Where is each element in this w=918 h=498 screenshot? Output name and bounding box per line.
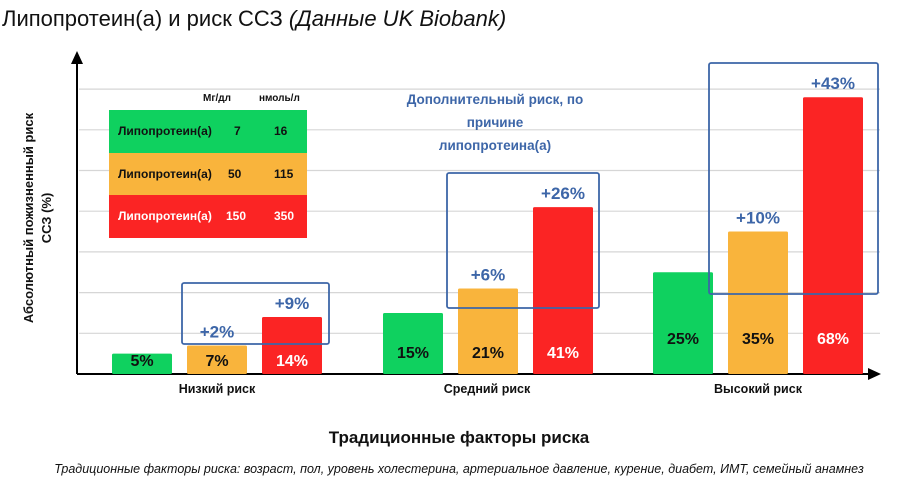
bar-value-label: 41% [547,345,579,362]
legend-nmol: 350 [274,209,295,224]
increment-box [708,62,879,295]
bar [262,317,322,374]
bar [728,231,788,374]
x-axis-label: Традиционные факторы риска [328,428,590,447]
category-label: Средний риск [443,382,531,396]
legend-row: Липопротеин(а) 7 16 [109,110,307,153]
bar-value-label: 21% [472,345,504,362]
legend-label: Липопротеин(а) [118,166,212,181]
bar [458,288,518,374]
legend-mg: 7 [234,124,241,139]
bar [383,312,443,374]
increment-label: +6% [471,266,506,285]
legend-row: Липопротеин(а) 50 115 [109,152,307,195]
bar-value-label: 15% [397,345,429,362]
legend-label: Липопротеин(а) [118,124,212,139]
category-label: Низкий риск [178,382,256,396]
header-mg: Мг/дл [203,93,231,104]
category-label: Высокий риск [714,382,802,396]
bar [653,272,713,374]
bar [112,353,172,374]
bar-value-label: 14% [276,353,308,370]
bar-value-label: 7% [205,353,228,370]
increment-label: +10% [736,209,780,228]
bar [187,345,247,374]
legend-mg: 150 [226,209,247,224]
legend-nmol: 16 [274,124,288,139]
legend-label: Липопротеин(а) [118,209,212,224]
header-nmol: нмоль/л [259,93,300,104]
annotation: Дополнительный риск, по причине липопрот… [380,88,610,157]
increment-label: +2% [200,323,235,342]
legend-row: Липопротеин(а) 150 350 [109,195,307,238]
bar [803,97,863,375]
legend-table: Липопротеин(а) 7 16 Липопротеин(а) 50 115 Липо… [109,110,307,238]
annotation-line: липопротеина(а) [438,138,552,153]
title-italic: (Данные UK Biobank) [288,6,507,31]
increment-box [446,172,600,309]
bar-value-label: 35% [742,331,774,348]
chart-title: Липопротеин(а) и риск ССЗ (Данные UK Bio… [2,6,506,32]
increment-box [181,282,330,345]
footnote: Традиционные факторы риска: возраст, пол… [54,462,864,476]
increment-label: +26% [541,184,585,203]
legend-mg: 50 [228,166,242,181]
increment-label: +9% [275,294,310,313]
title-main: Липопротеин(а) и риск ССЗ [2,6,289,31]
y-axis-arrow [71,51,83,64]
bar-value-label: 25% [667,331,699,348]
annotation-line: Дополнительный риск, по причине [406,92,584,130]
legend-nmol: 115 [274,166,294,181]
bar [533,207,593,374]
bar-value-label: 68% [817,331,849,348]
x-axis-arrow [868,368,881,380]
bar-value-label: 5% [130,353,153,370]
increment-label: +43% [811,74,855,93]
y-axis-label: Абсолютный пожизненный риск ССЗ (%) [21,112,54,324]
